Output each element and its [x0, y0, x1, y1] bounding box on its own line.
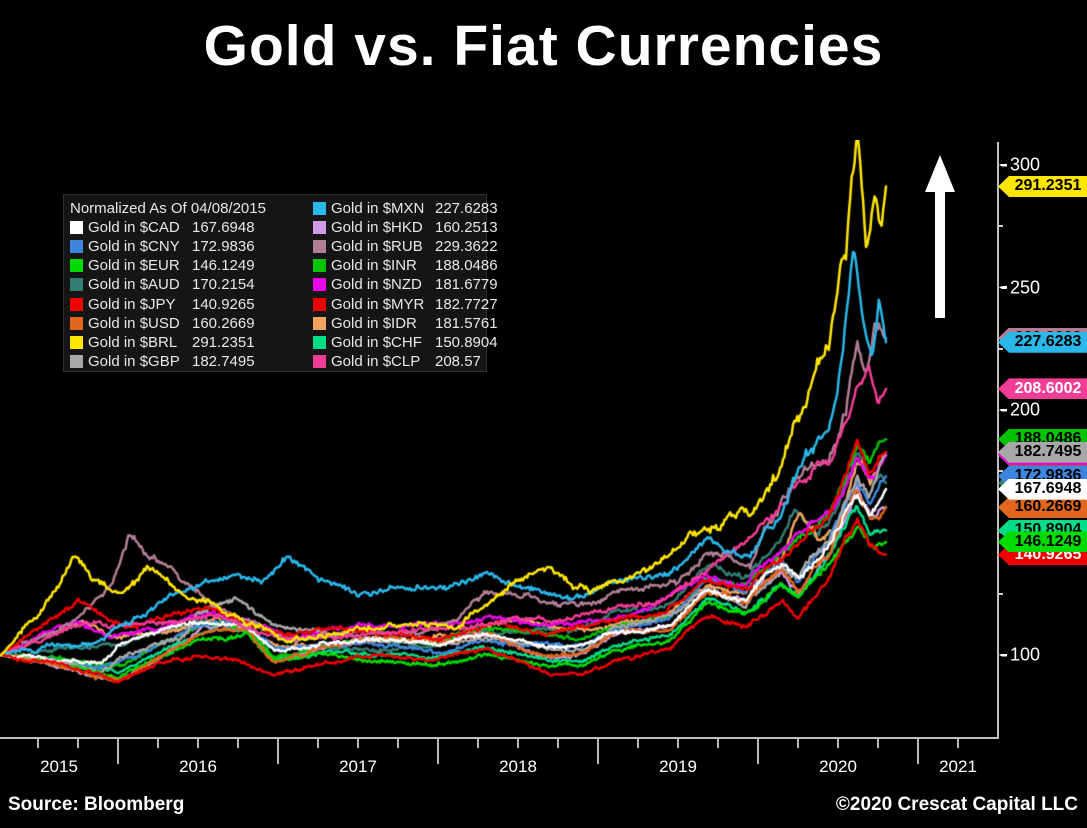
x-axis-minor-tick: [237, 739, 239, 748]
x-axis-minor-tick: [197, 739, 199, 748]
x-axis-minor-tick: [77, 739, 79, 748]
y-axis-line: [997, 142, 999, 739]
x-axis-year-label: 2016: [179, 757, 217, 776]
chart-lines-canvas: [0, 140, 1000, 740]
x-axis-minor-tick: [677, 739, 679, 748]
price-tag: 146.1249: [998, 531, 1087, 553]
x-axis-minor-tick: [717, 739, 719, 748]
x-axis-year-label: 2018: [499, 757, 537, 776]
x-axis-minor-tick: [837, 739, 839, 748]
page-title: Gold vs. Fiat Currencies: [203, 14, 884, 78]
copyright-label: ©2020 Crescat Capital LLC: [835, 794, 1078, 815]
y-axis-label: 300: [1010, 154, 1041, 175]
price-tag: 160.2669: [998, 496, 1087, 518]
x-axis-minor-tick: [877, 739, 879, 748]
x-axis-minor-tick: [37, 739, 39, 748]
y-axis-tick: [999, 163, 1007, 167]
x-axis-minor-tick: [957, 739, 959, 748]
price-tag: 208.6002: [998, 378, 1087, 400]
price-tag: 227.6283: [998, 331, 1087, 353]
x-axis-major-tick: [277, 739, 279, 764]
x-axis-major-tick: [117, 739, 119, 764]
x-axis-year-label: 2019: [659, 757, 697, 776]
x-axis-year-label: 2015: [40, 757, 78, 776]
price-tag: 167.6948: [998, 478, 1087, 500]
x-axis-year-label: 2020: [819, 757, 857, 776]
x-axis-year-label: 2017: [339, 757, 377, 776]
x-axis-major-tick: [437, 739, 439, 764]
price-tag: 291.2351: [998, 175, 1087, 197]
y-axis-minor-tick: [998, 347, 1003, 350]
x-axis-minor-tick: [797, 739, 799, 748]
x-axis-major-tick: [757, 739, 759, 764]
x-axis-major-tick: [597, 739, 599, 764]
up-arrow-icon: [925, 155, 955, 319]
y-axis-label: 100: [1010, 644, 1041, 665]
x-axis-minor-tick: [397, 739, 399, 748]
y-axis-tick: [999, 653, 1007, 657]
up-arrow-head: [925, 155, 955, 192]
x-axis-year-label: 2021: [939, 757, 977, 776]
y-axis-label: 250: [1010, 277, 1041, 297]
x-axis-minor-tick: [557, 739, 559, 748]
price-tag: 182.7495: [998, 441, 1087, 463]
x-axis-minor-tick: [317, 739, 319, 748]
x-axis-minor-tick: [477, 739, 479, 748]
y-axis-tick: [999, 286, 1007, 289]
y-axis-minor-tick: [998, 225, 1003, 228]
x-axis-major-tick: [917, 739, 919, 764]
y-axis-minor-tick: [998, 592, 1003, 595]
x-axis-minor-tick: [357, 739, 359, 748]
x-axis-minor-tick: [517, 739, 519, 748]
source-label: Source: Bloomberg: [8, 794, 185, 815]
x-axis-line: [0, 737, 998, 739]
x-axis-minor-tick: [157, 739, 159, 748]
up-arrow-shaft: [935, 190, 945, 318]
x-axis-minor-tick: [637, 739, 639, 748]
y-axis-label: 200: [1010, 399, 1041, 420]
y-axis-tick: [999, 408, 1007, 412]
y-axis-minor-tick: [998, 470, 1003, 473]
